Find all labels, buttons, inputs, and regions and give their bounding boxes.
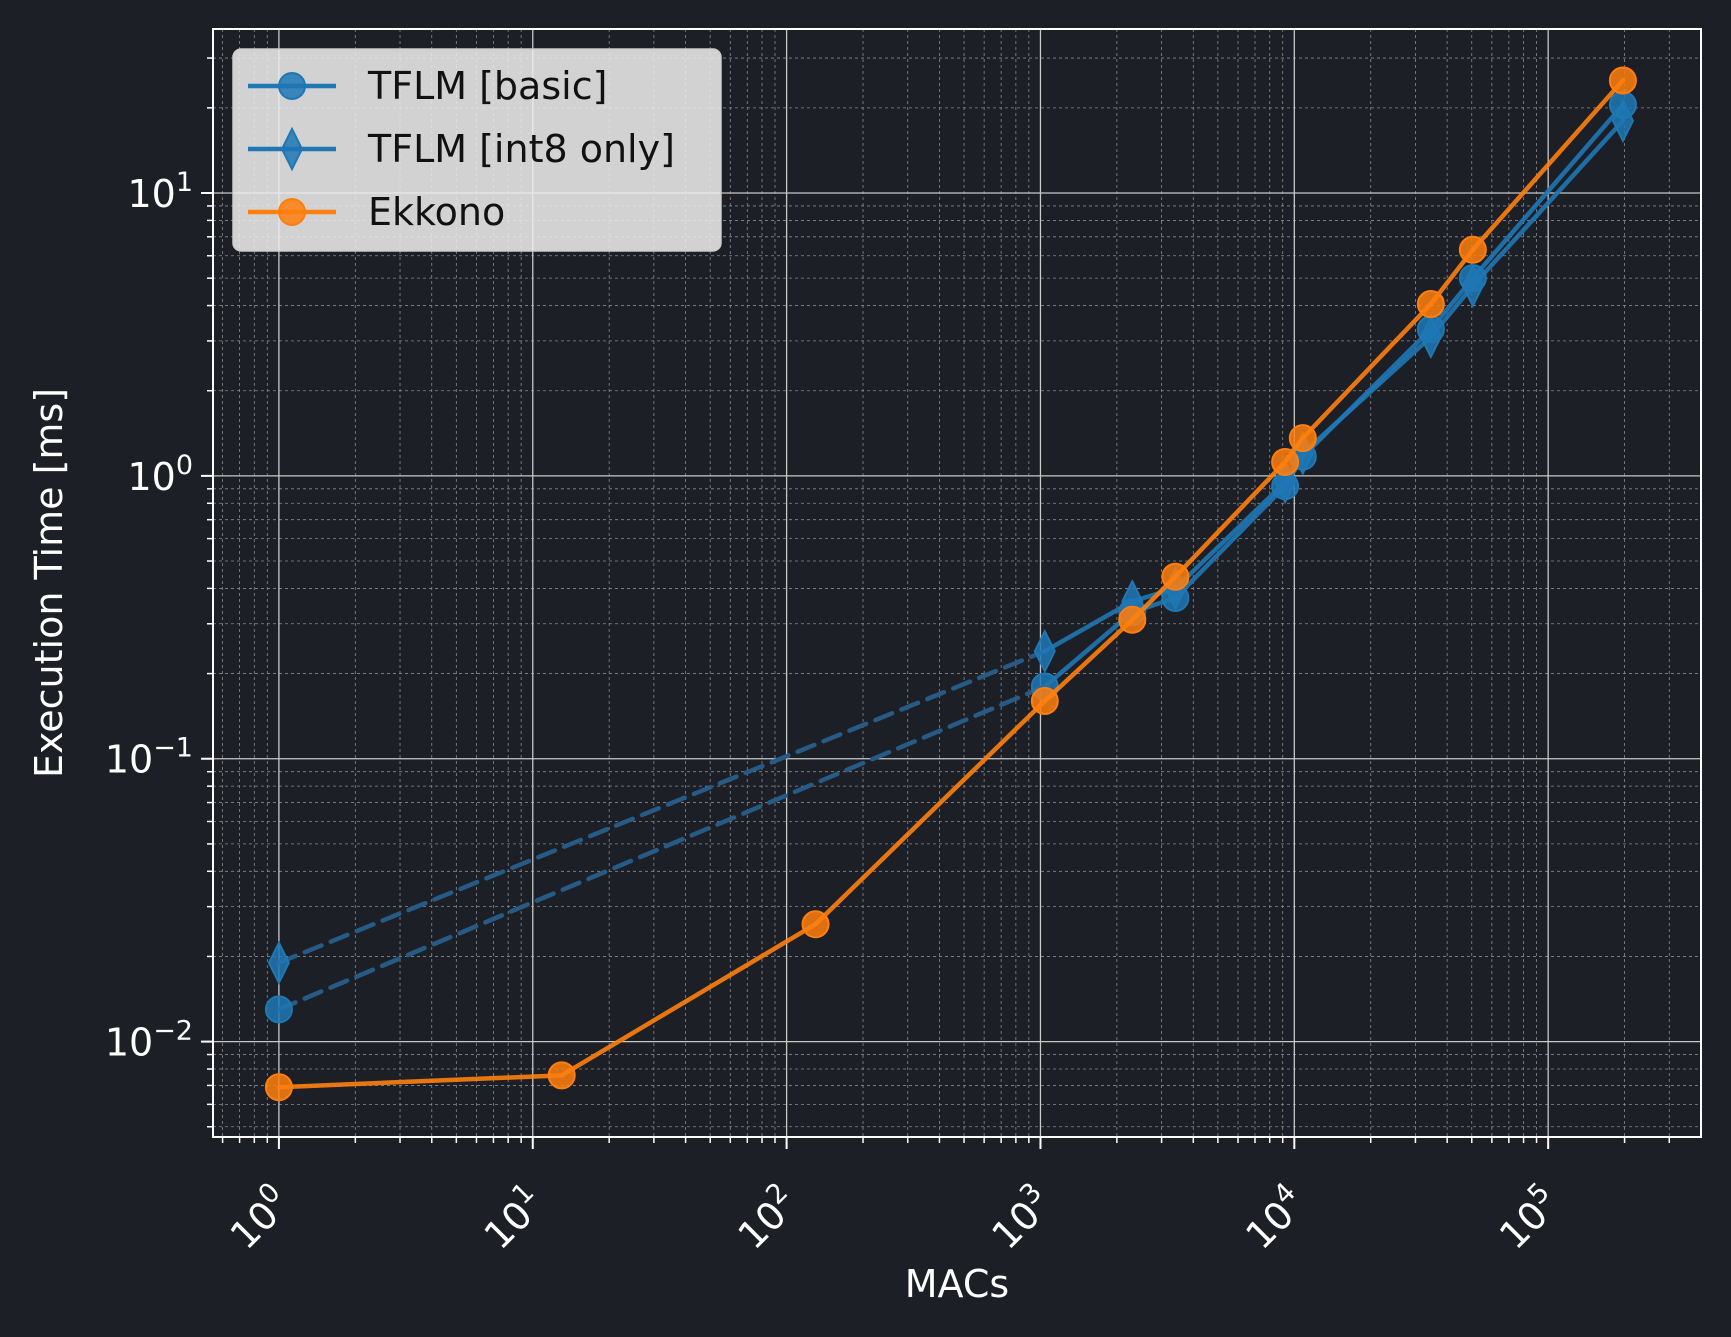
data-point: [547, 1061, 576, 1090]
data-point: [1611, 98, 1635, 144]
legend-label: TFLM [basic]: [367, 64, 607, 108]
major-grid: [213, 29, 1701, 1137]
series-line-segment: [1042, 617, 1135, 704]
data-point: [1458, 235, 1487, 264]
series-line-segment: [1173, 483, 1288, 601]
series-line-segment: [276, 1073, 564, 1090]
series-dashed-segment: [276, 648, 1048, 966]
series-dashed-segment: [276, 684, 1048, 1012]
series-line-segment: [1470, 118, 1626, 289]
series-line-segment: [1428, 283, 1476, 340]
series-line-segment: [813, 698, 1048, 927]
series-line-segment: [1042, 599, 1135, 654]
legend-entry: TFLM [int8 only]: [248, 126, 675, 172]
series-line-segment: [559, 921, 818, 1078]
data-point: [1271, 447, 1300, 476]
data-point: [264, 1073, 293, 1102]
series-line-segment: [1470, 78, 1626, 253]
data-point: [1419, 314, 1442, 360]
series-line-segment: [1042, 609, 1135, 689]
series-2: [264, 66, 1637, 1102]
legend-marker: [278, 198, 306, 226]
series-line-segment: [1470, 102, 1626, 281]
series-line-segment: [1300, 301, 1434, 441]
y-tick-label: 100: [127, 450, 193, 499]
y-axis-label: Execution Time [ms]: [27, 388, 71, 778]
data-point: [1288, 424, 1317, 453]
y-tick-labels: 10−2 10−1 100 101: [105, 167, 193, 1065]
plot-frame: [212, 28, 1702, 1138]
x-axis-label: MACs: [905, 1262, 1009, 1306]
data-point: [1461, 263, 1484, 308]
data-point: [1608, 66, 1637, 95]
legend-marker: [278, 72, 306, 100]
series-line-segment: [1300, 334, 1434, 456]
data-point: [1416, 290, 1445, 319]
legend-box: [232, 48, 722, 252]
axis-ticks: [201, 57, 1671, 1149]
series-line-segment: [1173, 459, 1288, 579]
data-point: [1161, 562, 1190, 591]
data-point: [1030, 686, 1059, 715]
data-point: [1118, 605, 1147, 634]
y-tick-label: 101: [127, 167, 193, 216]
legend: TFLM [basic] TFLM [int8 only] Ekkono: [232, 48, 722, 252]
legend-marker: [280, 126, 304, 172]
data-point: [801, 910, 830, 939]
data-point: [264, 995, 293, 1024]
series-line-segment: [1173, 479, 1288, 591]
data-point: [267, 940, 291, 985]
legend-entry: Ekkono: [248, 190, 505, 234]
legend-label: TFLM [int8 only]: [367, 127, 675, 171]
legend-entry: TFLM [basic]: [248, 64, 607, 108]
data-point: [1033, 628, 1056, 674]
y-tick-label: 10−2: [105, 1016, 193, 1065]
legend-label: Ekkono: [368, 190, 505, 234]
series-layer: [264, 66, 1637, 1102]
y-tick-label: 10−1: [105, 733, 193, 782]
